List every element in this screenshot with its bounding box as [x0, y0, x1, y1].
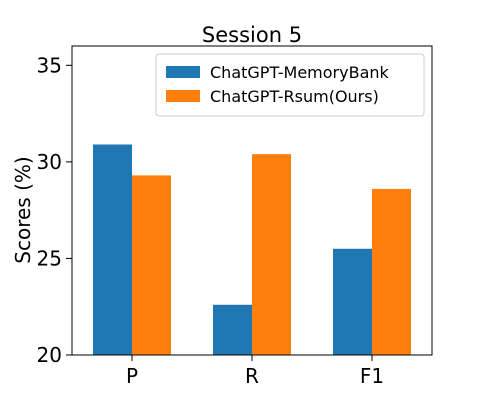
bar-r-series-2 — [252, 154, 291, 355]
x-axis-ticks: P R F1 — [126, 355, 384, 388]
bars-layer — [93, 144, 411, 355]
bar-f1-series-1 — [333, 248, 372, 355]
chart-title: Session 5 — [202, 23, 302, 47]
y-axis-label: Scores (%) — [11, 156, 35, 263]
x-tick-label: F1 — [360, 364, 384, 388]
legend-swatch — [166, 66, 200, 78]
y-tick-label: 25 — [37, 246, 62, 270]
legend-label: ChatGPT-MemoryBank — [210, 63, 390, 82]
x-tick-label: P — [126, 364, 138, 388]
bar-r-series-1 — [213, 304, 252, 355]
plot-area-frame — [71, 45, 433, 356]
legend: ChatGPT-MemoryBank ChatGPT-Rsum(Ours) — [155, 53, 425, 117]
bar-p-series-2 — [132, 175, 171, 355]
y-axis-ticks: 20 25 30 35 — [37, 53, 72, 367]
bar-f1-series-2 — [372, 188, 411, 355]
x-tick-label: R — [245, 364, 259, 388]
legend-box — [155, 53, 425, 117]
y-tick-label: 35 — [37, 53, 62, 77]
y-tick-label: 30 — [37, 150, 62, 174]
bar-p-series-1 — [93, 144, 132, 355]
y-tick-label: 20 — [37, 343, 62, 367]
legend-swatch — [166, 90, 200, 102]
legend-label: ChatGPT-Rsum(Ours) — [210, 87, 379, 106]
